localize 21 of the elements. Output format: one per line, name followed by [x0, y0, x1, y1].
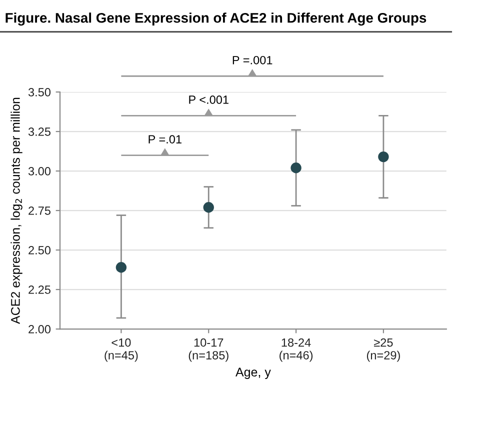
y-tick-label: 3.25	[28, 128, 50, 136]
point	[378, 151, 389, 162]
point	[290, 162, 302, 174]
y-tick-label: 2.75	[28, 206, 50, 215]
chart-title: Figure. Nasal Gene Expression of ACE2 in Different Age Groups	[6, 12, 426, 26]
x-tick-label: 10-17 (n=185)	[188, 338, 228, 362]
point	[203, 202, 214, 213]
text: P =.001	[232, 56, 272, 64]
annotation: P <.001	[189, 96, 228, 104]
x-tick-label: ≥25 (n=29)	[366, 338, 400, 362]
y-tick-label: 3.00	[28, 167, 51, 176]
y-axis-title: ACE2 expression, log$_{2}$ counts per million	[10, 98, 22, 324]
x-axis-title: Age, y	[236, 368, 271, 379]
y-tick-label: 3.50	[28, 88, 51, 96]
y-tick-label: 2.25	[28, 286, 50, 294]
x-tick-label: 18-24 (n=46)	[280, 338, 313, 362]
point	[116, 262, 127, 273]
x-tick-label: <10 (n=45)	[104, 338, 138, 362]
y-tick-label: 2.00	[28, 325, 51, 334]
annotation: P =.01	[148, 135, 182, 144]
y-tick-label: 2.50	[28, 246, 51, 254]
